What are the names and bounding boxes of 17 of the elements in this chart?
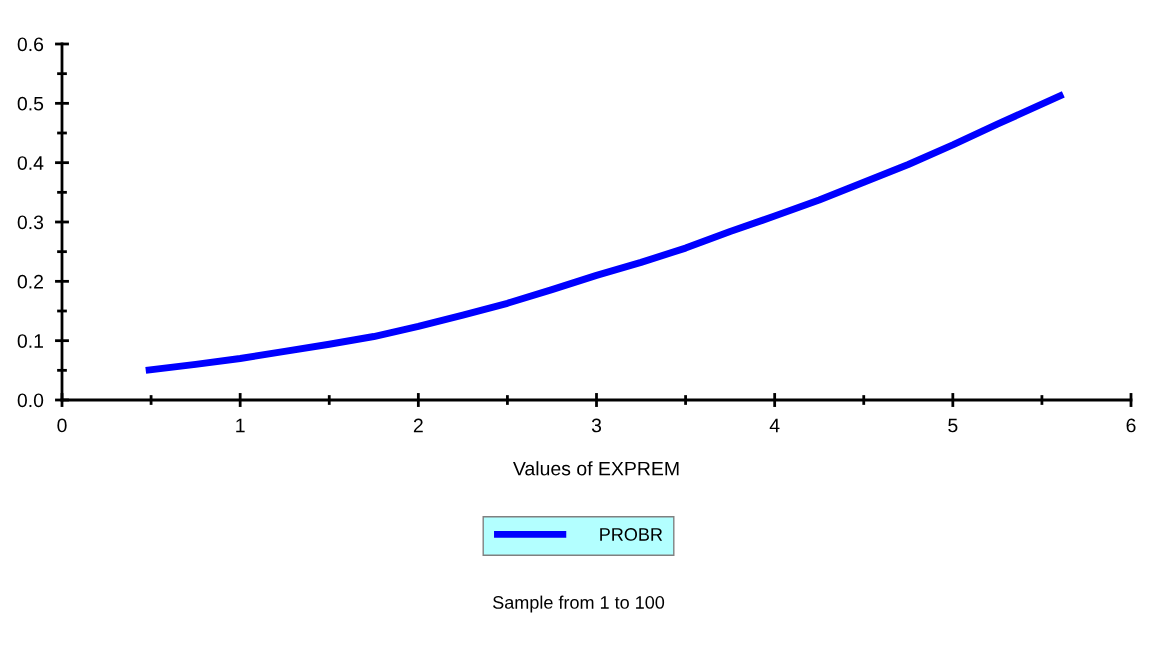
x-tick-label: 5	[948, 418, 958, 433]
y-tick-label: 0.0	[17, 393, 44, 408]
x-tick-label: 1	[236, 418, 245, 433]
x-axis-title: Values of EXPREM	[513, 461, 679, 476]
x-tick-label: 0	[57, 418, 67, 433]
y-tick-label: 0.6	[17, 37, 44, 52]
x-tick-label: 6	[1126, 418, 1136, 433]
y-tick-label: 0.4	[17, 156, 44, 170]
x-tick-label: 3	[591, 418, 602, 433]
text: Sample from 1 to 100	[493, 595, 665, 613]
y-tick-label: 0.5	[17, 96, 44, 111]
y-tick-label: 0.1	[17, 334, 43, 348]
x-tick-label: 4	[769, 418, 780, 433]
x-tick-label: 2	[413, 418, 423, 433]
legend-label: PROBR	[600, 528, 663, 541]
y-tick-label: 0.3	[17, 215, 44, 230]
y-tick-label: 0.2	[17, 274, 43, 289]
